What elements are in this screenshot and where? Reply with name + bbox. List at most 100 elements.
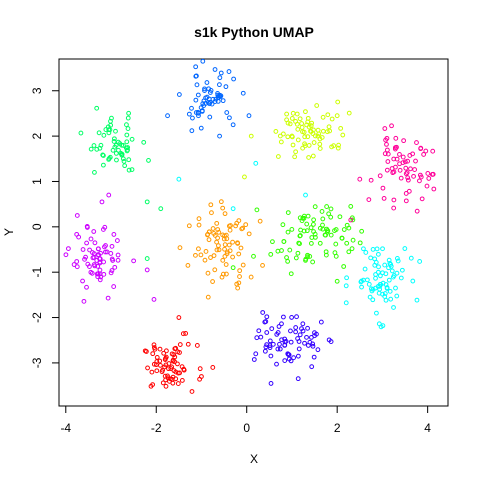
data-point-cluster-7 [223, 84, 229, 90]
data-point-cluster-8 [264, 314, 270, 320]
data-point-cluster-5 [117, 141, 123, 146]
data-point-cluster-4 [339, 235, 345, 241]
data-point-cluster-4 [251, 253, 256, 259]
data-point-cluster-3 [299, 125, 305, 130]
data-point-cluster-2 [210, 279, 215, 284]
data-point-cluster-6 [230, 206, 236, 212]
x-tick-label: -2 [151, 421, 162, 435]
data-point-cluster-3 [242, 174, 247, 180]
data-point-cluster-3 [289, 134, 295, 140]
data-point-cluster-7 [227, 115, 232, 121]
data-point-cluster-4 [230, 265, 236, 271]
data-point-cluster-1 [145, 365, 150, 371]
data-point-cluster-7 [210, 96, 216, 102]
data-point-cluster-6 [388, 296, 394, 302]
data-point-cluster-5 [96, 130, 102, 136]
data-point-cluster-2 [212, 267, 218, 273]
data-point-cluster-2 [185, 262, 191, 268]
data-point-cluster-1 [165, 373, 170, 379]
data-point-cluster-4 [293, 255, 299, 261]
data-point-cluster-4 [312, 204, 318, 210]
data-point-cluster-4 [275, 248, 281, 254]
y-tick-label: 2 [30, 132, 44, 139]
data-point-cluster-2 [222, 246, 227, 252]
data-point-cluster-3 [302, 134, 308, 140]
data-point-cluster-5 [78, 130, 84, 136]
data-point-cluster-8 [309, 364, 315, 370]
data-point-cluster-10 [405, 175, 411, 181]
data-point-cluster-6 [384, 286, 390, 291]
data-point-cluster-8 [276, 324, 282, 329]
data-point-cluster-2 [221, 236, 227, 242]
data-point-cluster-6 [368, 255, 374, 261]
data-point-cluster-7 [203, 101, 209, 106]
data-point-cluster-7 [198, 125, 204, 131]
data-point-cluster-9 [74, 264, 80, 270]
data-point-cluster-10 [425, 171, 431, 176]
data-point-cluster-5 [108, 118, 113, 124]
data-point-cluster-6 [363, 250, 369, 255]
data-point-cluster-2 [209, 210, 214, 216]
data-point-cluster-3 [340, 132, 346, 138]
data-point-cluster-8 [282, 358, 288, 364]
data-point-cluster-4 [332, 228, 337, 233]
data-point-cluster-9 [102, 249, 108, 255]
data-point-cluster-2 [208, 255, 213, 260]
data-point-cluster-2 [206, 237, 212, 243]
data-point-cluster-9 [88, 236, 94, 242]
data-point-cluster-6 [389, 268, 395, 274]
data-point-cluster-2 [220, 205, 226, 211]
data-point-cluster-2 [208, 202, 214, 208]
data-point-cluster-1 [154, 354, 160, 360]
data-point-cluster-6 [408, 255, 414, 261]
data-point-cluster-3 [299, 121, 305, 126]
data-point-cluster-4 [268, 251, 274, 257]
data-point-cluster-8 [264, 330, 270, 335]
data-point-cluster-9 [83, 254, 88, 260]
data-point-cluster-10 [357, 176, 363, 182]
data-point-cluster-4 [324, 229, 330, 235]
data-point-cluster-7 [240, 90, 246, 96]
data-point-cluster-2 [223, 262, 229, 267]
data-point-cluster-8 [281, 314, 286, 320]
data-point-cluster-1 [151, 361, 157, 367]
data-point-cluster-4 [317, 225, 323, 231]
y-axis-label: Y [2, 228, 16, 236]
data-point-cluster-8 [311, 354, 317, 360]
data-point-cluster-6 [344, 275, 350, 281]
data-point-cluster-5 [121, 158, 127, 164]
data-point-cluster-5 [94, 146, 100, 152]
data-point-cluster-7 [200, 58, 206, 64]
data-point-cluster-7 [206, 86, 212, 92]
data-point-cluster-3 [297, 116, 303, 122]
data-point-cluster-8 [300, 321, 306, 327]
data-point-cluster-7 [165, 113, 170, 119]
data-point-cluster-10 [381, 196, 387, 201]
data-point-cluster-2 [196, 246, 201, 252]
data-point-cluster-5 [122, 163, 128, 169]
data-point-cluster-8 [295, 353, 301, 359]
data-point-cluster-5 [146, 158, 151, 163]
data-point-cluster-6 [382, 291, 388, 296]
data-point-cluster-4 [279, 248, 284, 253]
data-point-cluster-9 [87, 247, 92, 253]
data-point-cluster-10 [391, 169, 397, 175]
data-point-cluster-10 [426, 176, 432, 181]
data-point-cluster-4 [320, 216, 326, 222]
data-point-cluster-1 [148, 383, 154, 389]
data-point-cluster-10 [384, 167, 390, 173]
data-point-cluster-2 [214, 220, 220, 226]
data-point-cluster-6 [361, 246, 366, 252]
data-point-cluster-9 [111, 284, 117, 289]
data-point-cluster-6 [364, 277, 370, 283]
data-point-cluster-6 [414, 297, 420, 303]
data-point-cluster-8 [277, 341, 282, 347]
data-point-cluster-7 [231, 76, 237, 82]
data-point-cluster-1 [171, 368, 177, 374]
data-point-cluster-3 [314, 103, 320, 108]
data-point-cluster-9 [74, 231, 80, 237]
data-point-cluster-8 [262, 319, 268, 325]
data-point-cluster-2 [236, 251, 242, 257]
data-point-cluster-7 [226, 69, 232, 74]
data-point-cluster-10 [419, 196, 425, 202]
